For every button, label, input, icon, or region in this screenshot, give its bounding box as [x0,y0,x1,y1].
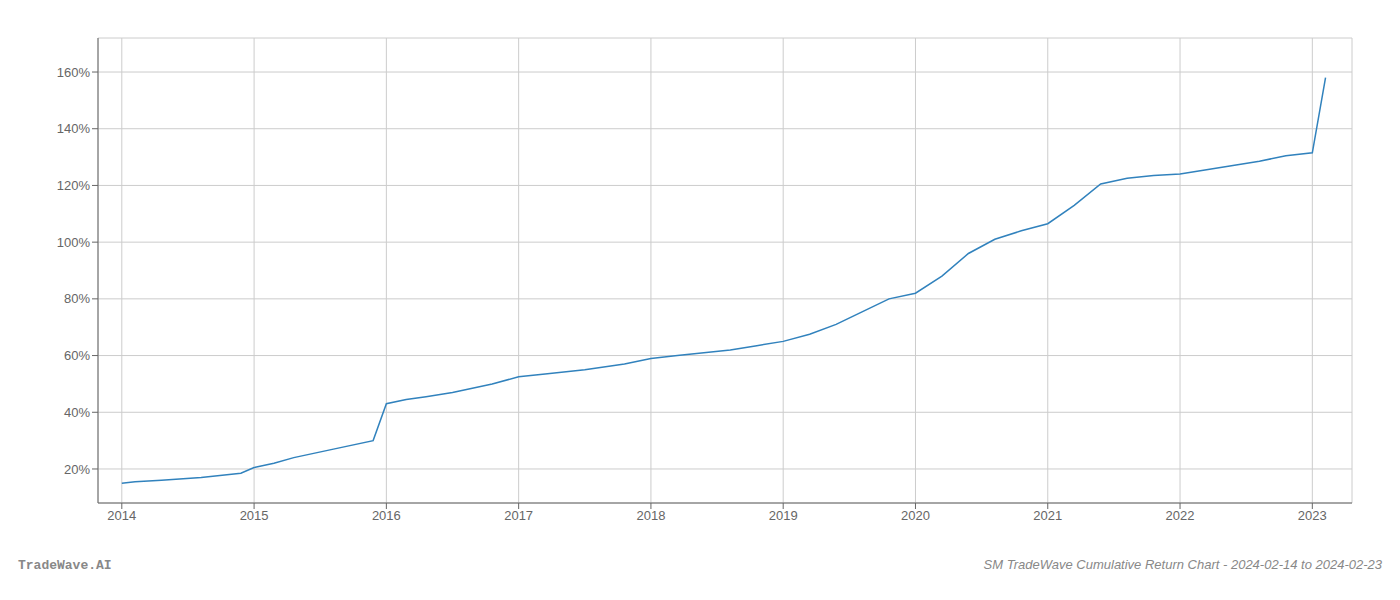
svg-text:60%: 60% [64,348,90,363]
svg-text:2020: 2020 [901,508,930,523]
svg-text:2014: 2014 [107,508,136,523]
html-text:SM TradeWave Cumulative Return: SM TradeWave Cumulative Return Chart - 2… [983,557,1382,572]
svg-text:160%: 160% [57,65,91,80]
svg-text:2016: 2016 [372,508,401,523]
svg-text:2015: 2015 [240,508,269,523]
svg-text:2022: 2022 [1166,508,1195,523]
svg-text:2017: 2017 [504,508,533,523]
svg-text:140%: 140% [57,121,91,136]
svg-text:120%: 120% [57,178,91,193]
svg-text:40%: 40% [64,405,90,420]
svg-text:2023: 2023 [1298,508,1327,523]
svg-text:2018: 2018 [636,508,665,523]
svg-text:80%: 80% [64,291,90,306]
svg-text:20%: 20% [64,462,90,477]
html-text:TradeWave.AI: TradeWave.AI [18,558,112,573]
svg-text:2019: 2019 [769,508,798,523]
svg-text:100%: 100% [57,235,91,250]
svg-text:2021: 2021 [1033,508,1062,523]
